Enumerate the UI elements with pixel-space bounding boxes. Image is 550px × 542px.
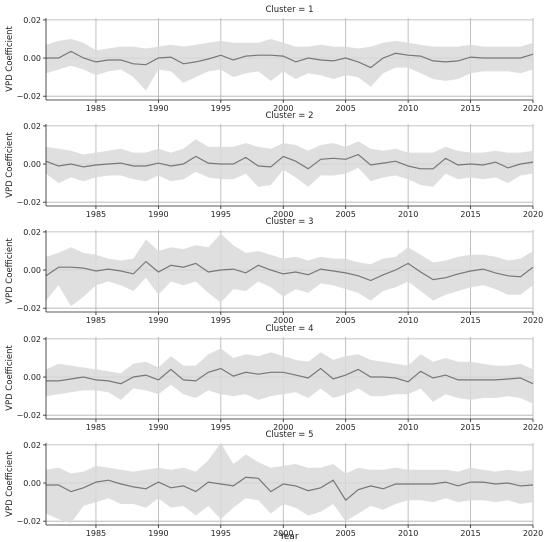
x-tick-label: 2020 [523, 316, 543, 325]
x-axis-label: Year [278, 532, 298, 542]
x-tick-label: 2000 [273, 210, 293, 219]
y-tick-label: 0.00 [23, 160, 41, 169]
x-tick-label: 2015 [460, 316, 480, 325]
panel-cluster-1: Cluster = 1 VPD Coefficient 0.02 0.00 −0.02 1… [5, 5, 543, 113]
series-line [45, 260, 534, 282]
y-tick-label: −0.02 [16, 304, 41, 313]
x-tick-label: 2020 [523, 423, 543, 432]
y-tick-label: 0.02 [23, 16, 41, 25]
y-axis-label: VPD Coefficient [5, 450, 15, 516]
series-line [46, 367, 534, 385]
panel-title: Cluster = 3 [265, 217, 313, 227]
confidence-band [46, 233, 533, 307]
y-axis-label: VPD Coefficient [5, 25, 15, 91]
x-tick-label: 1990 [148, 529, 168, 538]
y-tick-label: 0.00 [23, 266, 41, 275]
x-tick-label: 2010 [398, 210, 418, 219]
x-tick-label: 1985 [86, 316, 106, 325]
confidence-band [46, 348, 533, 404]
panel-cluster-4: Cluster = 4 VPD Coefficient 0.02 0.00 −0.02 1… [5, 324, 543, 432]
y-tick-label: −0.02 [16, 198, 41, 207]
x-tick-label: 2010 [398, 529, 418, 538]
panel-title: Cluster = 2 [265, 111, 313, 121]
y-tick-label: 0.00 [23, 373, 41, 382]
x-tick-label: 2005 [336, 423, 356, 432]
series-line [46, 50, 534, 69]
x-tick-label: 1990 [148, 316, 168, 325]
y-tick-label: −0.02 [16, 92, 41, 101]
x-tick-label: 2005 [336, 529, 356, 538]
y-axis-label: VPD Coefficient [5, 131, 15, 197]
x-tick-label: 2005 [336, 104, 356, 113]
x-tick-label: 2015 [460, 104, 480, 113]
x-tick-label: 1985 [86, 529, 106, 538]
y-tick-label: −0.02 [16, 411, 41, 420]
series-line [45, 153, 534, 170]
confidence-band [46, 139, 533, 187]
y-axis-label: VPD Coefficient [5, 237, 15, 303]
x-tick-label: 2000 [273, 423, 293, 432]
x-tick-label: 1995 [211, 423, 231, 432]
x-tick-label: 1995 [211, 210, 231, 219]
confidence-band [46, 39, 533, 91]
x-tick-label: 1995 [211, 316, 231, 325]
panel-cluster-2: Cluster = 2 VPD Coefficient 0.02 0.00 −0.02 1… [5, 111, 543, 219]
x-tick-label: 2010 [398, 316, 418, 325]
x-tick-label: 1990 [148, 104, 168, 113]
x-tick-label: 2020 [523, 104, 543, 113]
panel-title: Cluster = 1 [265, 5, 313, 15]
x-tick-label: 1995 [211, 529, 231, 538]
panels: Cluster = 1 VPD Coefficient 0.02 0.00 −0.02 1… [5, 5, 543, 538]
x-tick-label: 2000 [273, 529, 293, 538]
y-tick-label: 0.00 [23, 479, 41, 488]
y-axis-label: VPD Coefficient [5, 344, 15, 410]
y-tick-label: −0.02 [16, 517, 41, 526]
x-tick-label: 2020 [523, 529, 543, 538]
x-tick-label: 2005 [336, 210, 356, 219]
confidence-band [46, 443, 533, 524]
x-tick-label: 2015 [460, 529, 480, 538]
y-tick-label: 0.02 [23, 122, 41, 131]
panel-cluster-3: Cluster = 3 VPD Coefficient 0.02 0.00 −0.02 1… [5, 217, 543, 325]
x-tick-label: 2010 [398, 104, 418, 113]
x-tick-label: 1990 [148, 210, 168, 219]
series-line [46, 476, 534, 502]
x-tick-label: 2005 [336, 316, 356, 325]
panel-cluster-5: Cluster = 5 VPD Coefficient 0.02 0.00 −0.02 1… [5, 430, 543, 538]
x-tick-label: 1985 [86, 104, 106, 113]
x-tick-label: 1995 [211, 104, 231, 113]
y-tick-label: 0.02 [23, 228, 41, 237]
x-tick-label: 2020 [523, 210, 543, 219]
y-tick-label: 0.02 [23, 441, 41, 450]
y-tick-label: 0.00 [23, 54, 41, 63]
x-tick-label: 2010 [398, 423, 418, 432]
y-tick-label: 0.02 [23, 335, 41, 344]
x-tick-label: 2000 [273, 104, 293, 113]
x-tick-label: 2015 [460, 423, 480, 432]
x-tick-label: 2015 [460, 210, 480, 219]
x-tick-label: 1985 [86, 210, 106, 219]
panel-title: Cluster = 5 [265, 430, 313, 440]
x-tick-label: 1990 [148, 423, 168, 432]
panel-title: Cluster = 4 [265, 324, 313, 334]
x-tick-label: 1985 [86, 423, 106, 432]
x-tick-label: 2000 [273, 316, 293, 325]
